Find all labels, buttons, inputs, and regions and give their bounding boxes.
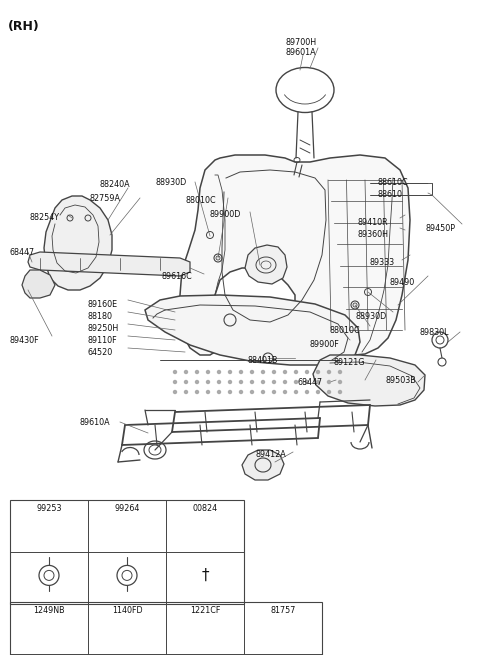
Circle shape bbox=[272, 380, 276, 384]
Text: 00824: 00824 bbox=[192, 504, 217, 513]
Text: (RH): (RH) bbox=[8, 20, 40, 33]
Circle shape bbox=[294, 380, 298, 384]
Circle shape bbox=[206, 390, 210, 394]
Text: 88010C: 88010C bbox=[185, 196, 216, 205]
Text: 89830L: 89830L bbox=[420, 328, 449, 337]
Circle shape bbox=[327, 370, 331, 374]
Text: 88180: 88180 bbox=[88, 312, 113, 321]
Text: 89610A: 89610A bbox=[80, 418, 110, 427]
Circle shape bbox=[305, 370, 309, 374]
Text: 99253: 99253 bbox=[36, 504, 62, 513]
Circle shape bbox=[228, 370, 232, 374]
Circle shape bbox=[305, 380, 309, 384]
Text: 89410R: 89410R bbox=[358, 218, 389, 227]
Text: 68447: 68447 bbox=[298, 378, 323, 387]
Text: 89121G: 89121G bbox=[334, 358, 365, 367]
Circle shape bbox=[228, 390, 232, 394]
Text: 1249NB: 1249NB bbox=[33, 606, 65, 615]
Circle shape bbox=[195, 390, 199, 394]
Circle shape bbox=[294, 390, 298, 394]
Text: 81757: 81757 bbox=[270, 606, 296, 615]
Text: 89490: 89490 bbox=[390, 278, 415, 287]
Circle shape bbox=[217, 370, 221, 374]
Circle shape bbox=[206, 380, 210, 384]
Polygon shape bbox=[180, 155, 410, 356]
Text: †: † bbox=[201, 568, 209, 583]
Circle shape bbox=[294, 370, 298, 374]
Circle shape bbox=[184, 380, 188, 384]
Circle shape bbox=[173, 390, 177, 394]
Bar bbox=[10, 500, 244, 604]
Text: 88610C: 88610C bbox=[378, 178, 408, 187]
Circle shape bbox=[327, 380, 331, 384]
Text: 89450P: 89450P bbox=[426, 224, 456, 233]
Text: 68447: 68447 bbox=[10, 248, 35, 257]
Text: 88254Y: 88254Y bbox=[30, 213, 60, 222]
Circle shape bbox=[173, 380, 177, 384]
Polygon shape bbox=[245, 245, 287, 284]
Text: 88010C: 88010C bbox=[330, 326, 360, 335]
Circle shape bbox=[305, 390, 309, 394]
Circle shape bbox=[184, 390, 188, 394]
Text: 1221CF: 1221CF bbox=[190, 606, 220, 615]
Text: 99264: 99264 bbox=[114, 504, 140, 513]
Text: 64520: 64520 bbox=[88, 348, 113, 357]
Polygon shape bbox=[44, 196, 112, 290]
Circle shape bbox=[316, 380, 320, 384]
Circle shape bbox=[228, 380, 232, 384]
Circle shape bbox=[239, 380, 243, 384]
Circle shape bbox=[338, 380, 342, 384]
Circle shape bbox=[217, 390, 221, 394]
Circle shape bbox=[195, 370, 199, 374]
Text: 89360H: 89360H bbox=[358, 230, 389, 239]
Circle shape bbox=[250, 390, 254, 394]
Polygon shape bbox=[28, 252, 190, 276]
Circle shape bbox=[261, 390, 265, 394]
Circle shape bbox=[338, 390, 342, 394]
Circle shape bbox=[338, 370, 342, 374]
Text: 89700H
89601A: 89700H 89601A bbox=[285, 38, 316, 58]
Text: 88610: 88610 bbox=[378, 190, 403, 199]
Text: 88240A: 88240A bbox=[100, 180, 131, 189]
Circle shape bbox=[217, 380, 221, 384]
Circle shape bbox=[195, 380, 199, 384]
Circle shape bbox=[239, 370, 243, 374]
Circle shape bbox=[283, 390, 287, 394]
Circle shape bbox=[206, 370, 210, 374]
Text: 89333: 89333 bbox=[370, 258, 395, 267]
Text: 89160E: 89160E bbox=[88, 300, 118, 309]
Circle shape bbox=[283, 380, 287, 384]
Circle shape bbox=[184, 370, 188, 374]
Text: 88930D: 88930D bbox=[355, 312, 386, 321]
Text: 88930D: 88930D bbox=[155, 178, 186, 187]
Text: 1140FD: 1140FD bbox=[112, 606, 142, 615]
Polygon shape bbox=[242, 450, 284, 480]
Circle shape bbox=[250, 370, 254, 374]
Text: 82759A: 82759A bbox=[90, 194, 121, 203]
Text: 89430F: 89430F bbox=[10, 336, 40, 345]
Circle shape bbox=[316, 390, 320, 394]
Circle shape bbox=[327, 390, 331, 394]
Circle shape bbox=[283, 370, 287, 374]
Text: 89900D: 89900D bbox=[210, 210, 241, 219]
Circle shape bbox=[261, 370, 265, 374]
Circle shape bbox=[239, 390, 243, 394]
Circle shape bbox=[173, 370, 177, 374]
Circle shape bbox=[316, 370, 320, 374]
Text: 89503B: 89503B bbox=[385, 376, 416, 385]
Bar bbox=[10, 602, 322, 655]
Circle shape bbox=[261, 380, 265, 384]
Text: 88401B: 88401B bbox=[248, 356, 278, 365]
Polygon shape bbox=[313, 355, 425, 406]
Polygon shape bbox=[145, 295, 360, 365]
Text: 89110F: 89110F bbox=[88, 336, 118, 345]
Text: 89616C: 89616C bbox=[162, 272, 193, 281]
Polygon shape bbox=[22, 270, 55, 298]
Text: 89412A: 89412A bbox=[256, 450, 287, 459]
Text: 89250H: 89250H bbox=[88, 324, 119, 333]
Circle shape bbox=[272, 390, 276, 394]
Text: 89900F: 89900F bbox=[310, 340, 340, 349]
Circle shape bbox=[272, 370, 276, 374]
Circle shape bbox=[250, 380, 254, 384]
